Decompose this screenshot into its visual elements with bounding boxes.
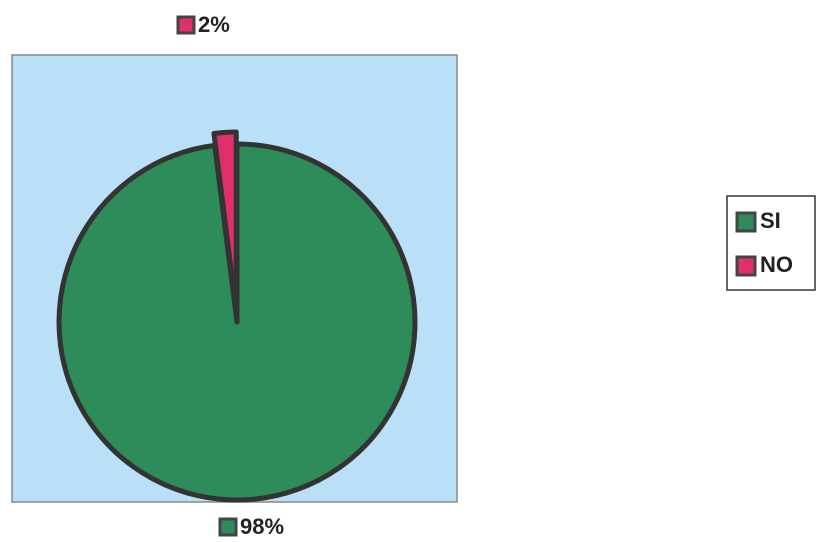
- legend-label: SI: [760, 208, 781, 233]
- pie-slice: [56, 141, 418, 503]
- value-label: 2%: [198, 12, 230, 37]
- pie-slice: [211, 129, 239, 313]
- value-label: 98%: [240, 514, 284, 539]
- legend-key: [735, 211, 757, 233]
- label-key: [176, 15, 196, 35]
- legend-label: NO: [760, 252, 793, 277]
- legend-key: [735, 255, 757, 277]
- label-key: [218, 517, 238, 537]
